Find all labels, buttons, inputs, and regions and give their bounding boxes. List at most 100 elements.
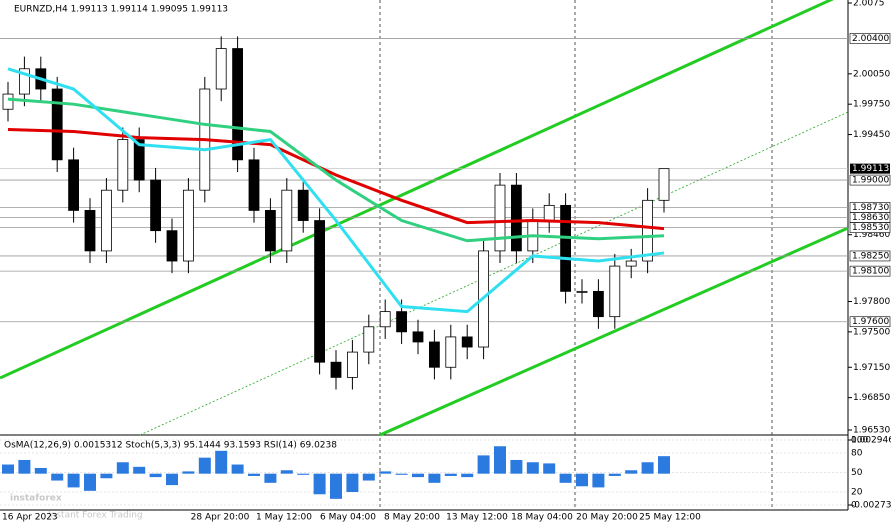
osma-bar xyxy=(477,455,490,474)
osma-bar xyxy=(559,473,572,483)
level-label: 1.98250 xyxy=(852,251,889,261)
osma-bar xyxy=(625,470,638,474)
y-tick-label: 2.00050 xyxy=(853,69,890,79)
candle-body xyxy=(330,361,342,378)
candle-body xyxy=(461,336,473,348)
candle-body xyxy=(264,210,276,252)
osma-bar xyxy=(592,473,605,488)
candle-body xyxy=(658,168,670,201)
candle-body xyxy=(642,199,653,262)
candle-body xyxy=(346,351,358,378)
x-tick-label: 16 Apr 2023 xyxy=(2,513,58,523)
x-tick-label: 18 May 04:00 xyxy=(511,513,573,523)
y-tick-label: 1.99750 xyxy=(853,100,890,110)
y-tick-label: 1.97500 xyxy=(853,327,890,337)
level-box xyxy=(849,250,891,262)
osma-bar xyxy=(510,459,523,474)
moving-average xyxy=(7,127,665,231)
level-label: 1.98100 xyxy=(852,267,889,277)
oscillator-tick-label: 0 xyxy=(851,501,857,511)
candle-body xyxy=(363,326,375,353)
osma-bar xyxy=(2,464,14,474)
oscillator-tick-label: 80 xyxy=(851,449,863,459)
channel-lines xyxy=(0,0,849,437)
osma-bar xyxy=(166,473,178,486)
candle-body xyxy=(593,290,604,318)
candle-body xyxy=(396,311,408,333)
candle-body xyxy=(576,290,588,293)
candle-body xyxy=(215,48,227,90)
osma-bar xyxy=(51,473,64,481)
header: EURNZD,H4 1.99113 1.99114 1.99095 1.9911… xyxy=(14,5,228,15)
watermark: instaforex xyxy=(10,494,62,504)
osma-bar xyxy=(182,471,195,474)
osma-bar xyxy=(608,473,621,476)
osma-bar xyxy=(215,450,228,474)
osma-bar xyxy=(641,462,654,474)
candle-body xyxy=(166,230,178,262)
level-box xyxy=(849,174,891,186)
x-tick-label: 6 May 04:00 xyxy=(320,513,376,523)
oscillator-tick-label: 100 xyxy=(851,436,868,446)
osma-bar xyxy=(330,473,342,499)
x-tick-label: 28 Apr 20:00 xyxy=(191,513,250,523)
osma-bar xyxy=(149,473,162,478)
current-price-label: 1.99113 xyxy=(852,164,889,174)
candle-body xyxy=(428,341,440,368)
osma-bar xyxy=(133,466,146,474)
candle-body xyxy=(560,204,571,292)
osma-bar xyxy=(84,473,96,491)
watermark-sub: Instant Forex Trading xyxy=(48,511,143,521)
osma-bar xyxy=(526,462,539,474)
osma-bar xyxy=(231,464,244,474)
oscillator-tick-label: 20 xyxy=(851,488,863,498)
x-tick-label: 20 May 20:00 xyxy=(576,513,638,523)
candle-body xyxy=(379,311,391,328)
osma-bar xyxy=(412,473,424,478)
candle-body xyxy=(494,184,506,252)
candle-body xyxy=(609,265,621,318)
osma-bar xyxy=(658,456,670,474)
level-box xyxy=(849,222,891,233)
candle-body xyxy=(314,220,326,363)
osma-bar xyxy=(264,473,277,483)
level-box xyxy=(849,265,891,277)
x-tick-label: 25 May 12:00 xyxy=(639,513,701,523)
candle-body xyxy=(510,184,522,252)
candle-body xyxy=(297,189,309,221)
osma-bar xyxy=(346,473,359,492)
y-tick-label: 2.0075 xyxy=(853,0,885,9)
osma-bar xyxy=(461,473,474,478)
osma-bar xyxy=(248,473,260,476)
candle-body xyxy=(51,88,63,161)
y-tick-label: 1.98460 xyxy=(853,230,890,240)
level-label: 1.98630 xyxy=(852,213,889,223)
osma-bar xyxy=(444,473,457,476)
level-label: 2.00400 xyxy=(852,34,889,44)
osma-bar xyxy=(297,473,310,475)
osma-bar xyxy=(395,473,408,475)
indicator-title: OsMA(12,26,9) 0.0015312 Stoch(5,3,3) 95.… xyxy=(4,441,337,451)
candle-body xyxy=(543,204,555,221)
y-tick-label: 1.97800 xyxy=(853,297,890,307)
candle-body xyxy=(412,331,424,343)
candle-body xyxy=(117,139,129,191)
candle-body xyxy=(133,139,145,181)
level-label: 1.98730 xyxy=(852,203,889,213)
level-box xyxy=(849,33,891,44)
candle-body xyxy=(150,179,162,232)
candle-body xyxy=(18,68,30,95)
y-tick-label: 1.99450 xyxy=(853,130,890,140)
candle-body xyxy=(625,260,637,267)
osma-bar xyxy=(543,463,556,474)
level-label: 1.99000 xyxy=(852,176,889,186)
candle-body xyxy=(281,189,293,252)
osma-bar xyxy=(198,457,211,474)
level-label: 1.98530 xyxy=(852,223,889,233)
osma-bar xyxy=(428,473,441,483)
current-price-box xyxy=(850,163,890,174)
y-tick-label: 1.96530 xyxy=(853,426,890,436)
candle-body xyxy=(101,189,112,252)
